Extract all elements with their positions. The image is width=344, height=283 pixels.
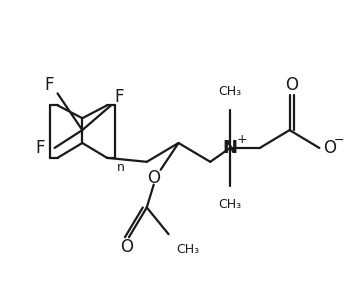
Text: O: O xyxy=(285,76,298,95)
Text: O: O xyxy=(323,139,336,157)
Text: CH₃: CH₃ xyxy=(218,85,241,98)
Text: +: + xyxy=(237,132,247,145)
Text: CH₃: CH₃ xyxy=(176,243,200,256)
Text: −: − xyxy=(334,134,344,147)
Text: CH₃: CH₃ xyxy=(218,198,241,211)
Text: n: n xyxy=(117,161,125,174)
Text: F: F xyxy=(45,76,54,95)
Text: F: F xyxy=(35,139,44,157)
Text: O: O xyxy=(147,169,160,187)
Text: O: O xyxy=(120,238,133,256)
Text: F: F xyxy=(114,88,124,106)
Text: N: N xyxy=(223,139,238,157)
